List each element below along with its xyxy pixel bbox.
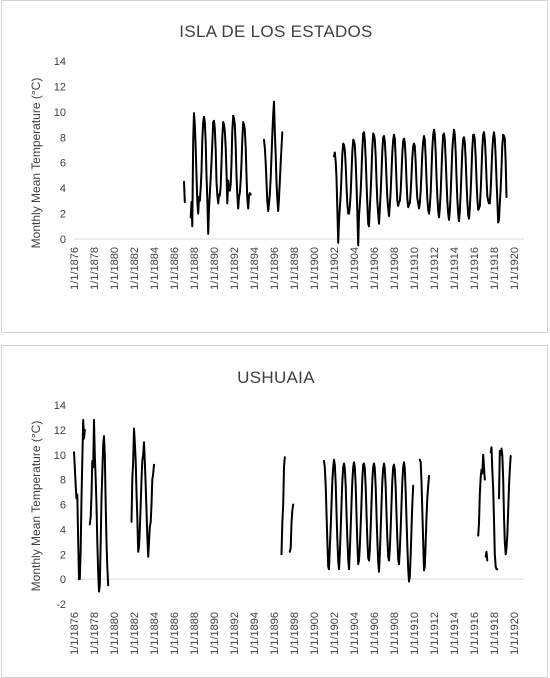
series-line-segment <box>73 418 86 581</box>
x-tick-label: 1/1/1892 <box>229 247 241 290</box>
x-tick-label: 1/1/1920 <box>509 247 521 290</box>
x-tick-label: 1/1/1882 <box>129 247 141 290</box>
series-line-segment <box>418 458 430 572</box>
series-line-segment <box>323 458 415 583</box>
x-tick-label: 1/1/1908 <box>389 612 401 655</box>
x-tick-label: 1/1/1916 <box>469 247 481 290</box>
x-tick-label: 1/1/1912 <box>429 612 441 655</box>
x-tick-label: 1/1/1912 <box>429 247 441 290</box>
chart-panel-isla-de-los-estados: ISLA DE LOS ESTADOS Monthly Mean Tempera… <box>1 0 548 333</box>
y-tick-label: 12 <box>54 81 66 93</box>
x-tick-label: 1/1/1900 <box>309 612 321 655</box>
y-axis-label: Monthly Mean Temperature (°C) <box>29 78 43 249</box>
x-tick-label: 1/1/1896 <box>269 612 281 655</box>
series-line-segment <box>263 100 284 212</box>
x-tick-label: 1/1/1906 <box>369 247 381 290</box>
series-line-segment <box>498 447 512 556</box>
chart-isla-de-los-estados: ISLA DE LOS ESTADOS Monthly Mean Tempera… <box>29 22 524 290</box>
x-tick-label: 1/1/1886 <box>169 247 181 290</box>
series-line-segment <box>183 180 186 204</box>
y-tick-label: 4 <box>60 183 66 195</box>
y-tick-label: 14 <box>54 56 66 68</box>
y-tick-label: 0 <box>60 574 66 586</box>
chart-title: ISLA DE LOS ESTADOS <box>179 22 372 41</box>
x-tick-label: 1/1/1876 <box>69 247 81 290</box>
y-tick-label: 2 <box>60 549 66 561</box>
chart-ushuaia: USHUAIA Monthly Mean Temperature (°C) -2… <box>29 368 524 655</box>
y-tick-label: 6 <box>60 158 66 170</box>
x-tick-label: 1/1/1908 <box>389 247 401 290</box>
y-tick-label: 8 <box>60 475 66 487</box>
x-tick-label: 1/1/1876 <box>69 612 81 655</box>
series-line-segment <box>484 550 489 562</box>
x-tick-label: 1/1/1910 <box>409 247 421 290</box>
x-tick-label: 1/1/1892 <box>229 612 241 655</box>
y-tick-label: -2 <box>56 599 66 611</box>
series-line-segment <box>88 418 110 593</box>
x-tick-label: 1/1/1902 <box>329 612 341 655</box>
x-tick-label: 1/1/1906 <box>369 612 381 655</box>
x-tick-label: 1/1/1878 <box>89 612 101 655</box>
y-tick-label: 0 <box>60 234 66 246</box>
x-tick-label: 1/1/1878 <box>89 247 101 290</box>
x-tick-label: 1/1/1918 <box>489 247 501 290</box>
series-line-segment <box>333 128 508 247</box>
x-tick-label: 1/1/1904 <box>349 247 361 290</box>
series-line-segment <box>130 427 155 558</box>
y-tick-label: 14 <box>54 400 66 412</box>
x-tick-label: 1/1/1882 <box>129 612 141 655</box>
x-tick-label: 1/1/1904 <box>349 612 361 655</box>
series-line-segment <box>280 456 286 556</box>
x-tick-label: 1/1/1902 <box>329 247 341 290</box>
x-tick-label: 1/1/1884 <box>149 247 161 290</box>
chart-title: USHUAIA <box>237 368 315 387</box>
y-tick-label: 10 <box>54 107 66 119</box>
y-axis-label: Monthly Mean Temperature (°C) <box>29 421 43 592</box>
series-line-segment <box>288 503 295 553</box>
y-tick-label: 2 <box>60 209 66 221</box>
x-tick-label: 1/1/1918 <box>489 612 501 655</box>
x-tick-label: 1/1/1890 <box>209 247 221 290</box>
series-line-segment <box>489 446 499 571</box>
x-tick-label: 1/1/1916 <box>469 612 481 655</box>
x-tick-label: 1/1/1900 <box>309 247 321 290</box>
x-tick-label: 1/1/1884 <box>149 612 161 655</box>
x-tick-label: 1/1/1920 <box>509 612 521 655</box>
x-tick-label: 1/1/1894 <box>249 247 261 290</box>
x-tick-label: 1/1/1888 <box>189 612 201 655</box>
x-tick-label: 1/1/1914 <box>449 612 461 655</box>
y-tick-label: 12 <box>54 425 66 437</box>
series-line-segment <box>477 453 486 537</box>
x-tick-label: 1/1/1898 <box>289 247 301 290</box>
chart-panel-ushuaia: USHUAIA Monthly Mean Temperature (°C) -2… <box>1 345 548 678</box>
y-tick-label: 6 <box>60 500 66 512</box>
x-tick-label: 1/1/1880 <box>109 612 121 655</box>
x-tick-label: 1/1/1888 <box>189 247 201 290</box>
x-tick-label: 1/1/1890 <box>209 612 221 655</box>
x-tick-label: 1/1/1898 <box>289 612 301 655</box>
x-tick-label: 1/1/1894 <box>249 612 261 655</box>
y-tick-label: 10 <box>54 450 66 462</box>
y-tick-label: 8 <box>60 132 66 144</box>
series-line-segment <box>189 112 252 235</box>
y-tick-label: 4 <box>60 524 66 536</box>
x-tick-label: 1/1/1886 <box>169 612 181 655</box>
x-tick-label: 1/1/1896 <box>269 247 281 290</box>
x-tick-label: 1/1/1880 <box>109 247 121 290</box>
x-tick-label: 1/1/1914 <box>449 247 461 290</box>
x-tick-label: 1/1/1910 <box>409 612 421 655</box>
